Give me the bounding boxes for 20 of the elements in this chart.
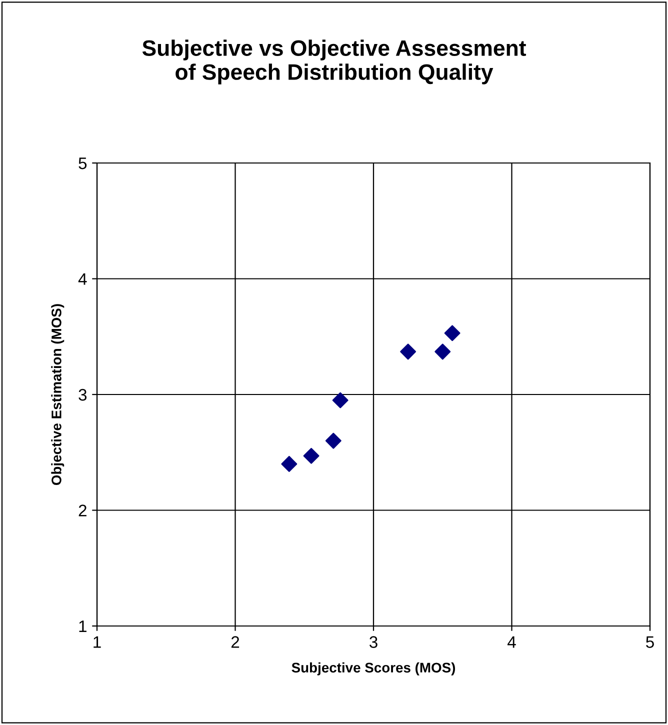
x-tick-label: 1 (94, 636, 101, 648)
point (325, 432, 342, 449)
point (400, 344, 416, 360)
x-tick-label: 2 (231, 636, 240, 648)
y-tick-label: 5 (78, 158, 87, 170)
x-tick-label: 4 (508, 636, 516, 648)
point (332, 392, 348, 408)
y-tick-label: 3 (78, 388, 87, 401)
x-tick-label: 3 (370, 636, 378, 648)
point (434, 344, 451, 360)
y-tick-label: 4 (78, 273, 87, 285)
point (281, 456, 298, 472)
y-axis-title: Objective Estimation (MOS) (51, 304, 64, 485)
x-axis-title: Subjective Scores (MOS) (292, 662, 456, 676)
y-tick-label: 1 (79, 620, 86, 632)
point (303, 448, 320, 464)
chart-title: Subjective vs Objective Assessment of Speech Distribution Quality (142, 40, 526, 84)
point (444, 325, 460, 342)
y-tick-label: 2 (78, 504, 86, 516)
x-tick-label: 5 (646, 636, 654, 648)
